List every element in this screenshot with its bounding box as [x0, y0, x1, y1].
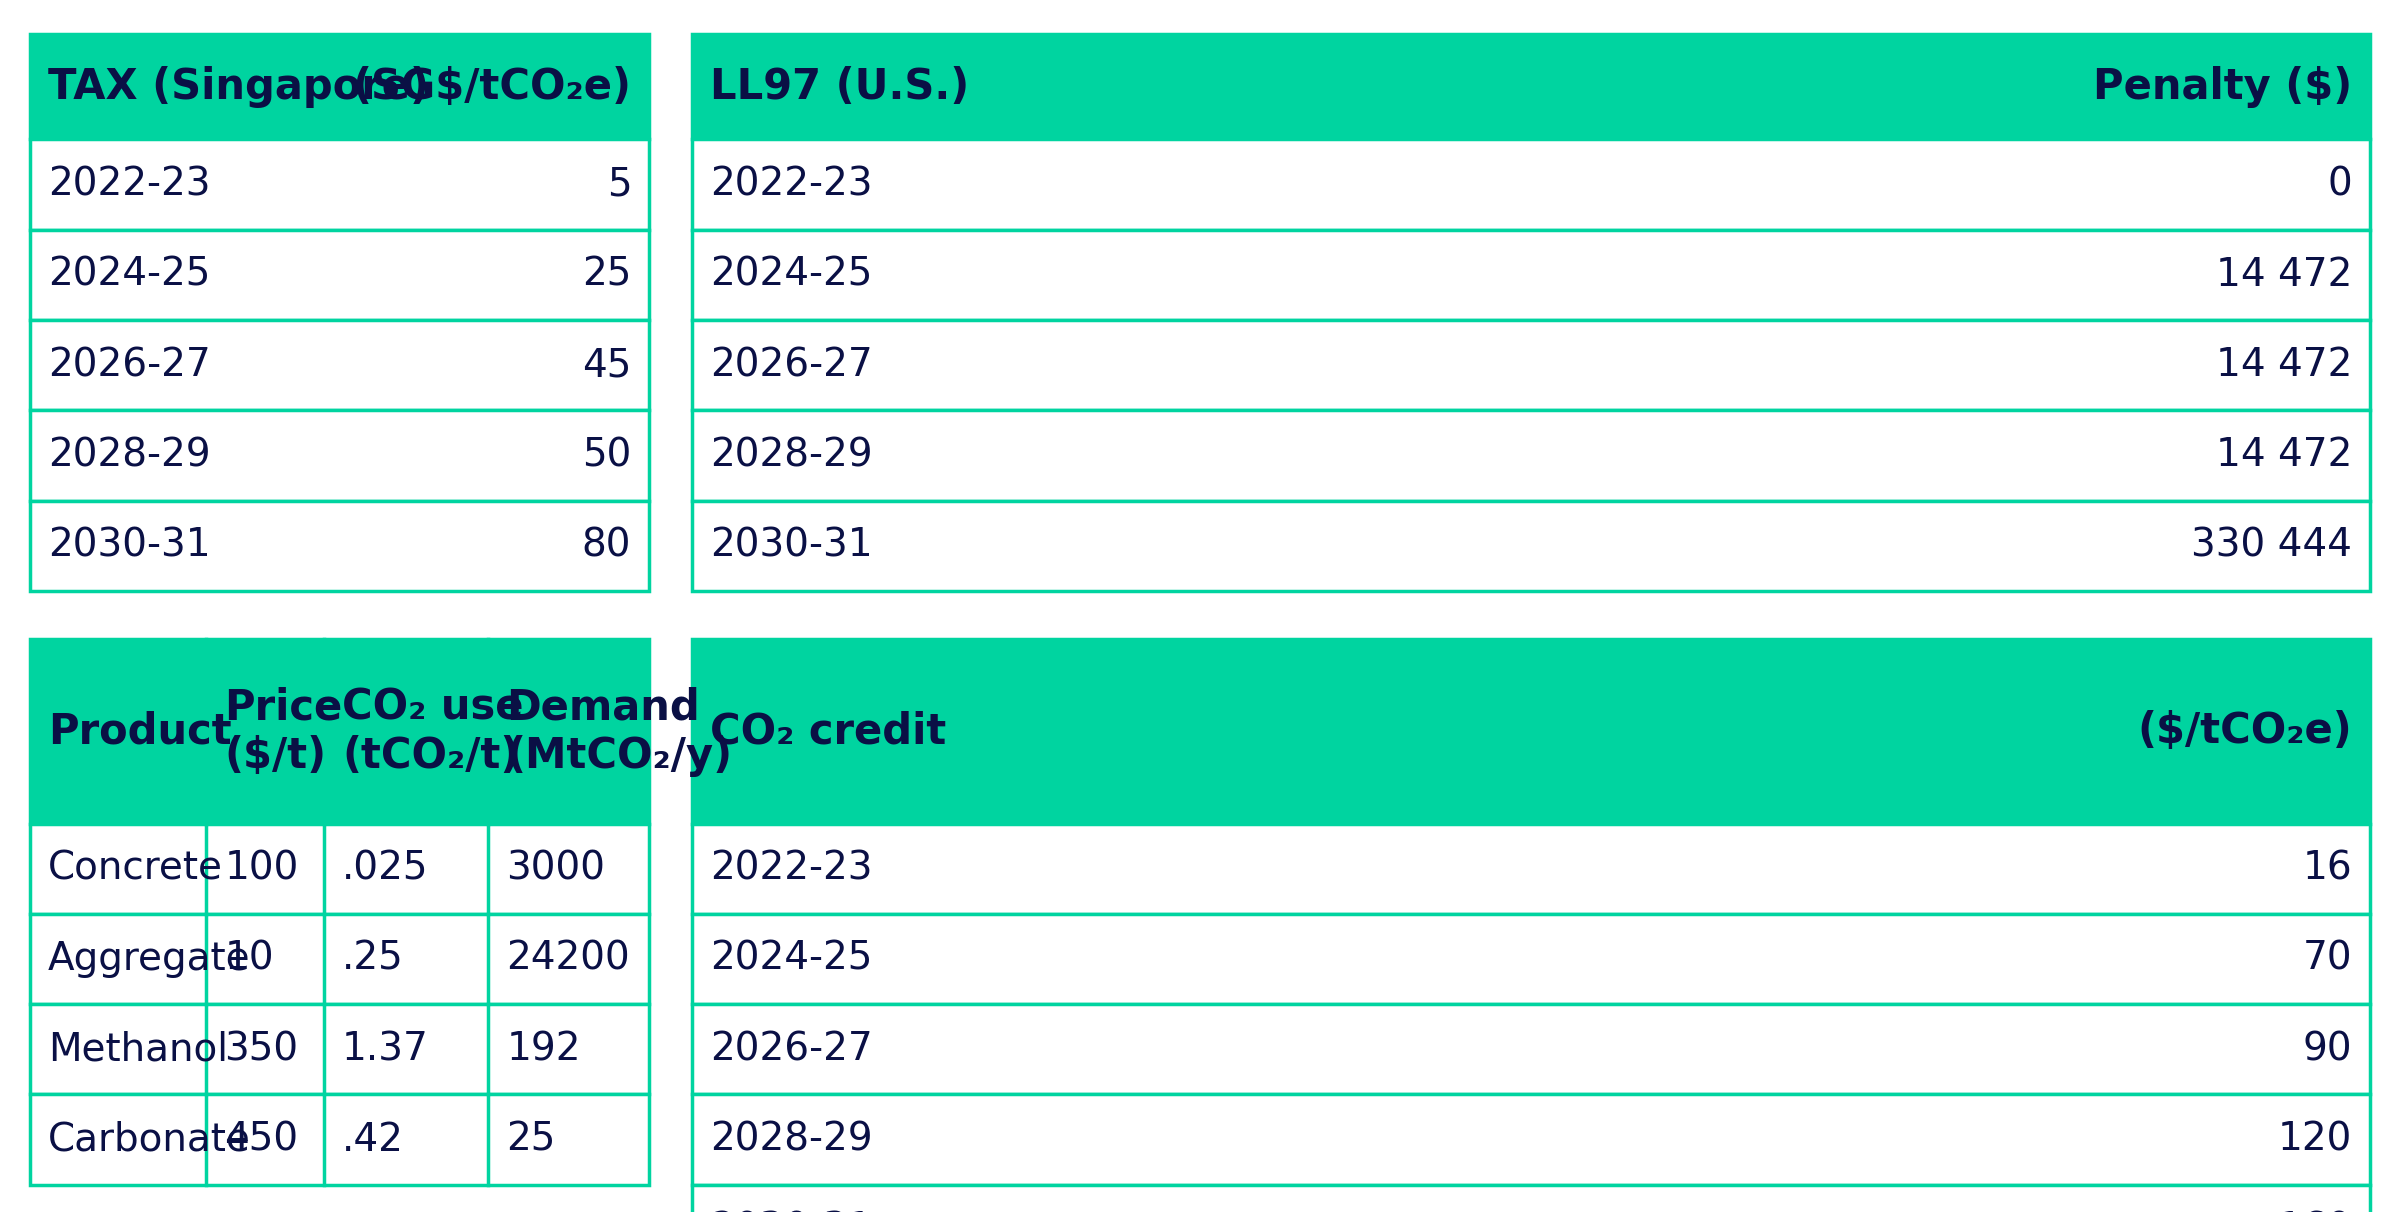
Text: 14 472: 14 472 [2215, 347, 2352, 384]
Bar [694, 640, 2371, 824]
Bar [694, 1094, 2371, 1185]
Bar [29, 1004, 648, 1094]
Text: 2028-29: 2028-29 [710, 1121, 874, 1159]
Text: ($/tCO₂e): ($/tCO₂e) [2138, 710, 2352, 753]
Bar [694, 34, 2371, 139]
Bar [694, 1004, 2371, 1094]
Text: 70: 70 [2302, 941, 2352, 978]
Bar [694, 1185, 2371, 1212]
Text: 50: 50 [581, 436, 631, 474]
Text: 25: 25 [506, 1121, 554, 1159]
Text: Carbonate: Carbonate [48, 1121, 252, 1159]
Text: 14 472: 14 472 [2215, 256, 2352, 293]
Text: Concrete: Concrete [48, 850, 223, 887]
Text: TAX (Singapore): TAX (Singapore) [48, 65, 430, 108]
Text: 2022-23: 2022-23 [710, 850, 874, 887]
Text: .25: .25 [343, 941, 403, 978]
Text: 192: 192 [506, 1030, 581, 1068]
Text: 5: 5 [607, 166, 631, 204]
Bar [29, 501, 648, 591]
Text: 3000: 3000 [506, 850, 605, 887]
Text: Methanol: Methanol [48, 1030, 228, 1068]
Text: 2026-27: 2026-27 [48, 347, 211, 384]
Text: (SG$/tCO₂e): (SG$/tCO₂e) [353, 65, 631, 108]
Text: 80: 80 [581, 527, 631, 565]
Text: 0: 0 [2328, 166, 2352, 204]
Text: Demand
(MtCO₂/y): Demand (MtCO₂/y) [506, 686, 732, 777]
Bar [29, 914, 648, 1004]
Text: Price
($/t): Price ($/t) [226, 686, 343, 777]
Text: 450: 450 [226, 1121, 298, 1159]
Text: 2026-27: 2026-27 [710, 1030, 874, 1068]
Bar [29, 320, 648, 410]
Bar [694, 139, 2371, 230]
Text: 2022-23: 2022-23 [710, 166, 874, 204]
Text: 10: 10 [226, 941, 274, 978]
Text: 2024-25: 2024-25 [48, 256, 211, 293]
Bar [29, 34, 648, 139]
Text: .025: .025 [343, 850, 430, 887]
Text: 16: 16 [2302, 850, 2352, 887]
Bar [694, 320, 2371, 410]
Bar [694, 501, 2371, 591]
Text: 100: 100 [226, 850, 300, 887]
Text: 330 444: 330 444 [2191, 527, 2352, 565]
Text: 120: 120 [2278, 1121, 2352, 1159]
Bar [694, 914, 2371, 1004]
Text: Aggregate: Aggregate [48, 941, 250, 978]
Text: 45: 45 [581, 347, 631, 384]
Text: 2028-29: 2028-29 [710, 436, 874, 474]
Text: LL97 (U.S.): LL97 (U.S.) [710, 65, 970, 108]
Text: 350: 350 [226, 1030, 298, 1068]
Text: .42: .42 [343, 1121, 403, 1159]
Bar [694, 824, 2371, 914]
Text: CO₂ use
(tCO₂/t): CO₂ use (tCO₂/t) [343, 686, 523, 777]
Text: 2026-27: 2026-27 [710, 347, 874, 384]
Bar [694, 230, 2371, 320]
Text: 14 472: 14 472 [2215, 436, 2352, 474]
Text: 1.37: 1.37 [343, 1030, 430, 1068]
Text: CO₂ credit: CO₂ credit [710, 710, 946, 753]
Bar [29, 1094, 648, 1185]
Text: Penalty ($): Penalty ($) [2093, 65, 2352, 108]
Text: Product: Product [48, 710, 233, 753]
Text: 90: 90 [2302, 1030, 2352, 1068]
Text: 24200: 24200 [506, 941, 629, 978]
Text: 2022-23: 2022-23 [48, 166, 211, 204]
Text: 2030-31: 2030-31 [710, 527, 874, 565]
Bar [29, 230, 648, 320]
Bar [29, 824, 648, 914]
Text: 2030-31: 2030-31 [48, 527, 211, 565]
Bar [29, 640, 648, 824]
Text: 25: 25 [581, 256, 631, 293]
Text: 2028-29: 2028-29 [48, 436, 211, 474]
Text: 2024-25: 2024-25 [710, 941, 874, 978]
Text: 2024-25: 2024-25 [710, 256, 874, 293]
Bar [694, 410, 2371, 501]
Bar [29, 410, 648, 501]
Bar [29, 139, 648, 230]
